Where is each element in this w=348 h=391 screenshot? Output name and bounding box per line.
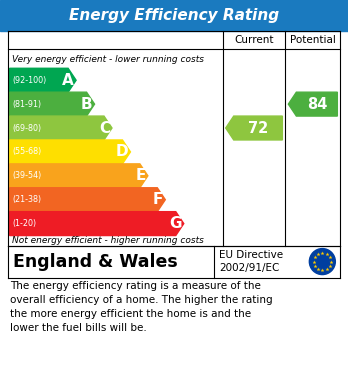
Text: Energy Efficiency Rating: Energy Efficiency Rating — [69, 8, 279, 23]
Text: F: F — [153, 192, 163, 207]
Text: Current: Current — [234, 35, 274, 45]
Text: (39-54): (39-54) — [13, 171, 42, 180]
Polygon shape — [10, 116, 112, 140]
Polygon shape — [10, 140, 130, 164]
Text: 72: 72 — [248, 120, 268, 136]
Text: G: G — [169, 216, 182, 231]
Text: Not energy efficient - higher running costs: Not energy efficient - higher running co… — [11, 236, 204, 245]
Text: (81-91): (81-91) — [13, 100, 42, 109]
Text: (1-20): (1-20) — [13, 219, 37, 228]
Text: C: C — [99, 120, 110, 136]
Text: (69-80): (69-80) — [13, 124, 42, 133]
Bar — [0, 0, 348, 31]
Text: England & Wales: England & Wales — [13, 253, 177, 271]
Text: A: A — [62, 73, 74, 88]
Text: Potential: Potential — [290, 35, 336, 45]
Polygon shape — [288, 92, 337, 116]
Text: The energy efficiency rating is a measure of the
overall efficiency of a home. T: The energy efficiency rating is a measur… — [10, 281, 272, 333]
Text: B: B — [81, 97, 93, 111]
Text: (92-100): (92-100) — [13, 76, 47, 85]
Polygon shape — [226, 116, 282, 140]
Polygon shape — [10, 212, 184, 235]
Text: (21-38): (21-38) — [13, 195, 42, 204]
Text: (55-68): (55-68) — [13, 147, 42, 156]
Text: 84: 84 — [307, 97, 327, 111]
Text: D: D — [116, 144, 128, 160]
Text: Very energy efficient - lower running costs: Very energy efficient - lower running co… — [11, 55, 204, 64]
Polygon shape — [10, 92, 95, 116]
Circle shape — [309, 249, 335, 274]
Text: E: E — [135, 168, 146, 183]
Polygon shape — [10, 188, 165, 212]
Polygon shape — [10, 68, 76, 92]
Polygon shape — [10, 164, 148, 188]
Text: EU Directive
2002/91/EC: EU Directive 2002/91/EC — [219, 250, 283, 273]
